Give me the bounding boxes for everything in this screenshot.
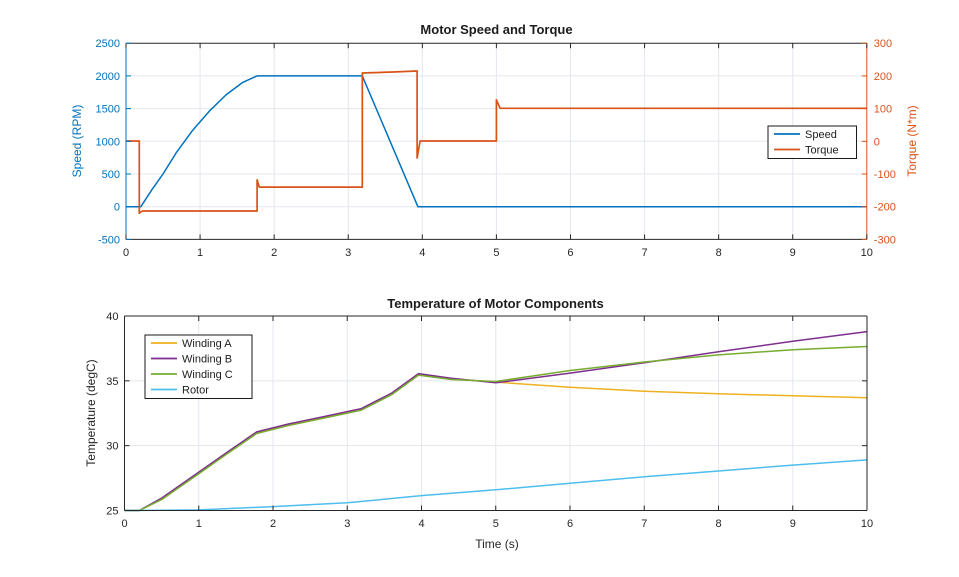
legend-label-winding-b: Winding B [182, 354, 232, 366]
x-tick-label: 7 [641, 518, 647, 530]
x-tick-label: 4 [419, 247, 425, 259]
y-tick-label-left: 35 [106, 376, 118, 388]
x-tick-label: 10 [861, 518, 873, 530]
y-tick-label-left: 30 [106, 441, 118, 453]
x-tick-label: 0 [121, 518, 127, 530]
x-tick-label: 0 [123, 247, 129, 259]
x-tick-label: 8 [716, 247, 722, 259]
y-tick-label-left: 25 [106, 506, 118, 518]
x-tick-label: 3 [344, 518, 350, 530]
x-tick-label: 5 [493, 247, 499, 259]
temperature-chart-title: Temperature of Motor Components [387, 296, 604, 311]
legend-box [767, 125, 857, 159]
x-tick-label: 9 [790, 247, 796, 259]
y-tick-label-left: 500 [102, 169, 120, 181]
y-tick-label-left: 0 [114, 202, 120, 214]
temperature-y-axis-label: Temperature (degC) [84, 359, 98, 467]
legend-label-winding-a: Winding A [182, 338, 232, 350]
x-tick-label: 6 [567, 247, 573, 259]
legend-label-speed: Speed [805, 129, 837, 141]
y-tick-label-left: 2500 [96, 38, 120, 50]
series-line-winding-c [124, 345, 868, 512]
y-tick-label-right: 100 [874, 104, 892, 116]
legend-label-torque: Torque [805, 145, 839, 157]
y-tick-label-left: 40 [106, 311, 118, 323]
y-tick-label-right: 0 [874, 136, 880, 148]
legend-label-rotor: Rotor [182, 385, 209, 397]
time-x-axis-label: Time (s) [475, 537, 519, 551]
x-tick-label: 7 [641, 247, 647, 259]
speed-torque-chart: 0 1 2 3 4 5 6 7 8 9 10-50005001000150020002500-300… [96, 38, 896, 259]
x-tick-label: 2 [271, 247, 277, 259]
x-tick-label: 9 [790, 518, 796, 530]
legend-label-winding-c: Winding C [182, 369, 233, 381]
x-tick-label: 2 [270, 518, 276, 530]
y-tick-label-right: 200 [874, 71, 892, 83]
legend-box [144, 334, 253, 399]
temperature-legend: Winding A Winding B Winding C Rotor [144, 334, 253, 399]
y-tick-label-right: 300 [874, 38, 892, 50]
y-tick-label-left: 1500 [96, 104, 120, 116]
x-tick-label: 4 [418, 518, 424, 530]
speed-torque-chart-title: Motor Speed and Torque [420, 22, 573, 37]
x-tick-label: 3 [345, 247, 351, 259]
y-tick-label-right: -200 [874, 202, 896, 214]
x-tick-label: 1 [197, 247, 203, 259]
y-tick-label-left: 2000 [96, 71, 120, 83]
x-tick-label: 6 [567, 518, 573, 530]
x-tick-label: 5 [493, 518, 499, 530]
torque-y-axis-label: Torque (N*m) [905, 105, 919, 177]
y-tick-label-right: -300 [874, 234, 896, 246]
x-tick-label: 1 [196, 518, 202, 530]
speed-y-axis-label: Speed (RPM) [70, 104, 84, 178]
y-tick-label-left: 1000 [96, 136, 120, 148]
series-line-torque [126, 70, 867, 215]
x-tick-label: 8 [715, 518, 721, 530]
speed-torque-legend: Speed Torque [767, 125, 857, 159]
x-tick-label: 10 [861, 247, 873, 259]
y-tick-label-left: -500 [98, 234, 120, 246]
y-tick-label-right: -100 [874, 169, 896, 181]
